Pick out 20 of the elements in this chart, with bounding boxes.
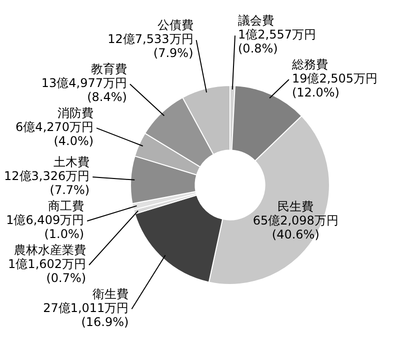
slice-label: 議会費 <box>238 14 274 28</box>
slice-label: 商工費 <box>48 199 84 214</box>
slice-label: 消防費 <box>58 106 94 120</box>
slice-label: 総務費 <box>290 58 328 72</box>
slice-label: 教育費 <box>90 62 127 76</box>
data-label: 1億2,557万円 (0.8%) <box>238 28 316 56</box>
slice-label: 土木費 <box>54 155 90 170</box>
slice-label: 衛生費 <box>92 287 129 302</box>
data-label: 6億4,270万円 (4.0%) <box>16 120 94 148</box>
data-label: 19億2,505万円 (12.0%) <box>292 72 378 100</box>
data-label: 27億1,011万円 (16.9%) <box>43 301 129 330</box>
data-label: 12億3,326万円 (7.7%) <box>4 169 90 198</box>
data-label: 65億2,098万円 (40.6%) <box>252 214 338 242</box>
data-label: 1億1,602万円 (0.7%) <box>8 257 86 286</box>
data-label: 12億7,533万円 (7.9%) <box>108 32 194 60</box>
slice-label: 民生費 <box>278 200 314 214</box>
data-label: 1億6,409万円 (1.0%) <box>6 213 84 242</box>
data-label: 13億4,977万円 (8.4%) <box>41 76 127 104</box>
slice-label: 公債費 <box>157 18 194 32</box>
slice-label: 農林水産業費 <box>14 243 86 258</box>
